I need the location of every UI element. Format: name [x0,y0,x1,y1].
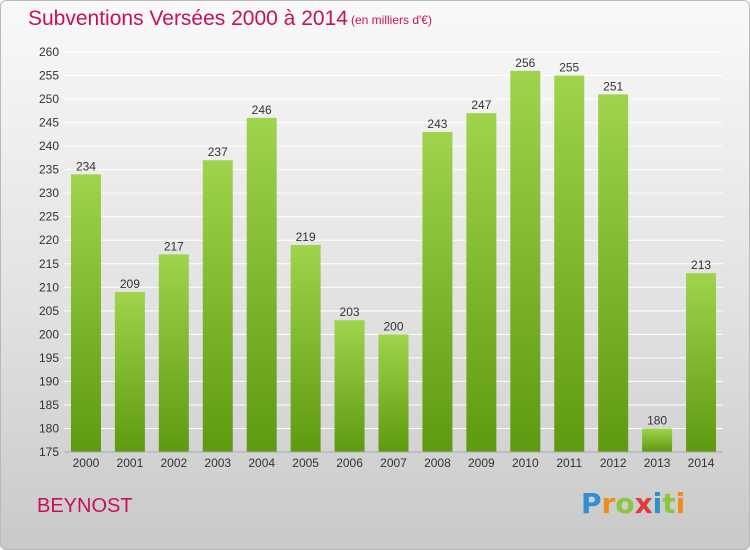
x-tick-label-2003: 2003 [204,456,231,470]
x-tick-label-2004: 2004 [248,456,275,470]
bar-2005 [290,244,321,452]
y-tick-label: 245 [39,116,59,130]
value-label-2000: 234 [76,159,96,173]
x-tick-label-2013: 2013 [644,456,671,470]
y-tick-label: 195 [39,351,59,365]
value-label-2007: 200 [383,319,403,333]
bar-2006 [334,320,365,452]
proxiti-logo: Proxiti [581,487,686,520]
x-tick-label-2009: 2009 [468,456,495,470]
value-label-2012: 251 [603,79,623,93]
value-label-2004: 246 [252,103,272,117]
value-label-2006: 203 [340,305,360,319]
bar-2003 [202,160,233,452]
chart-subtitle: (en milliers d'€) [351,13,432,27]
value-label-2013: 180 [647,413,667,427]
bar-2004 [246,117,277,452]
x-tick-label-2006: 2006 [336,456,363,470]
x-tick-label-2000: 2000 [73,456,100,470]
value-label-2005: 219 [296,230,316,244]
bar-2002 [158,254,189,452]
value-label-2001: 209 [120,277,140,291]
value-label-2011: 255 [559,61,579,75]
bar-2011 [554,75,585,452]
value-label-2008: 243 [427,117,447,131]
x-tick-label-2014: 2014 [688,456,715,470]
bar-2000 [70,174,101,452]
y-tick-label: 260 [39,45,59,59]
y-tick-label: 190 [39,374,59,388]
y-tick-label: 235 [39,163,59,177]
value-label-2003: 237 [208,145,228,159]
y-tick-label: 200 [39,327,59,341]
x-tick-label-2002: 2002 [160,456,187,470]
value-label-2009: 247 [471,98,491,112]
y-tick-label: 250 [39,92,59,106]
y-tick-label: 210 [39,280,59,294]
y-axis-ticks: 175 180 185 190 195 200 205 210 215 220 225 230 235 2… [39,45,59,459]
bar-2012 [598,94,629,453]
bars: 234 209 217 237 246 219 203 200 243 247 256 255 251 1… [70,56,717,453]
value-label-2014: 213 [691,258,711,272]
bar-2001 [114,292,145,452]
y-tick-label: 205 [39,304,59,318]
y-tick-label: 175 [39,445,59,459]
y-tick-label: 230 [39,186,59,200]
x-tick-label-2012: 2012 [600,456,627,470]
x-tick-label-2005: 2005 [292,456,319,470]
y-tick-label: 215 [39,257,59,271]
bar-2010 [510,70,541,452]
x-tick-label-2011: 2011 [556,456,582,470]
bar-2014 [686,273,717,452]
place-name: BEYNOST [37,495,133,517]
bar-2007 [378,334,409,452]
value-label-2010: 256 [515,56,535,70]
y-tick-label: 180 [39,421,59,435]
x-tick-label-2007: 2007 [380,456,407,470]
x-axis-labels: 2000 2001 2002 2003 2004 2005 2006 2007 2008 2009… [73,456,715,470]
bar-2013 [642,428,673,452]
bar-2009 [466,113,497,453]
y-tick-label: 185 [39,398,59,412]
x-tick-label-2001: 2001 [117,456,144,470]
value-label-2002: 217 [164,239,184,253]
y-tick-label: 255 [39,69,59,83]
chart-title: Subventions Versées 2000 à 2014 [28,7,348,30]
y-tick-label: 220 [39,233,59,247]
x-tick-label-2010: 2010 [512,456,539,470]
y-tick-label: 225 [39,210,59,224]
bar-2008 [422,132,453,452]
x-tick-label-2008: 2008 [424,456,451,470]
y-tick-label: 240 [39,139,59,153]
